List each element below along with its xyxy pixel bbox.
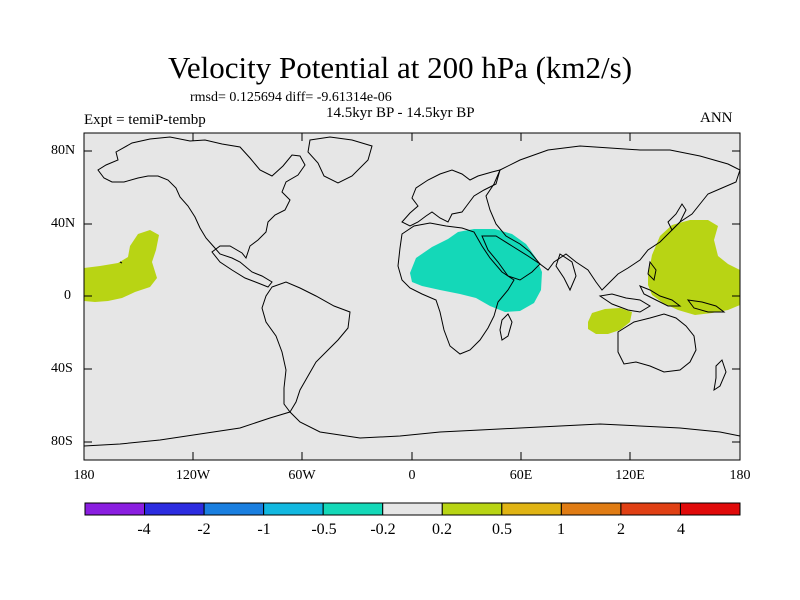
period-text: 14.5kyr BP - 14.5kyr BP [326, 105, 475, 121]
colorbar-box [322, 502, 384, 516]
y-tick-label: 80N [51, 143, 76, 158]
x-tick-label: 180 [729, 468, 751, 483]
colorbar-label: 4 [677, 521, 685, 538]
colorbar-label: -2 [197, 521, 211, 538]
region-western-pacific-positive [648, 220, 740, 315]
x-tick-label: 0 [408, 468, 416, 483]
x-ticks [192, 133, 631, 460]
colorbar-box [203, 502, 265, 516]
colorbar-box [263, 502, 324, 516]
colorbar-box [382, 502, 443, 516]
colorbar-box [620, 502, 681, 516]
x-tick-label: 120W [175, 468, 211, 483]
colorbar-box [441, 502, 503, 516]
experiment-text: Expt = temiP-tembp [84, 112, 206, 128]
coastlines [83, 136, 741, 447]
region-indian-ocean-positive [588, 308, 632, 334]
season-text: ANN [700, 110, 733, 126]
y-tick-label: 80S [51, 434, 73, 449]
chart-title: Velocity Potential at 200 hPa (km2/s) [167, 50, 633, 85]
colorbar-label: 2 [617, 521, 625, 538]
colorbar-label: 0.2 [432, 521, 452, 538]
colorbar-label: -0.2 [370, 521, 396, 538]
colorbar-box [679, 502, 741, 516]
colorbar [84, 502, 741, 516]
y-tick-label: 40N [51, 216, 76, 231]
colorbar-box [144, 502, 205, 516]
region-africa-arabia-negative [410, 229, 542, 312]
colorbar-label: 1 [557, 521, 565, 538]
colorbar-box [560, 502, 622, 516]
y-tick-label: 0 [64, 288, 71, 303]
y-ticks [84, 150, 740, 443]
colorbar-label: 0.5 [492, 521, 512, 538]
colorbar-box [84, 502, 146, 516]
x-tick-label: 120E [615, 468, 645, 483]
colorbar-box [501, 502, 562, 516]
region-eastern-pacific-positive [84, 230, 159, 302]
colorbar-label: -1 [257, 521, 271, 538]
colorbar-label: -4 [137, 521, 151, 538]
y-tick-label: 40S [51, 361, 73, 376]
x-tick-label: 60E [509, 468, 533, 483]
x-tick-label: 180 [73, 468, 95, 483]
stats-text: rmsd= 0.125694 diff= -9.61314e-06 [190, 90, 392, 105]
map-background [84, 133, 740, 460]
x-tick-label: 60W [288, 468, 316, 483]
colorbar-label: -0.5 [311, 521, 337, 538]
